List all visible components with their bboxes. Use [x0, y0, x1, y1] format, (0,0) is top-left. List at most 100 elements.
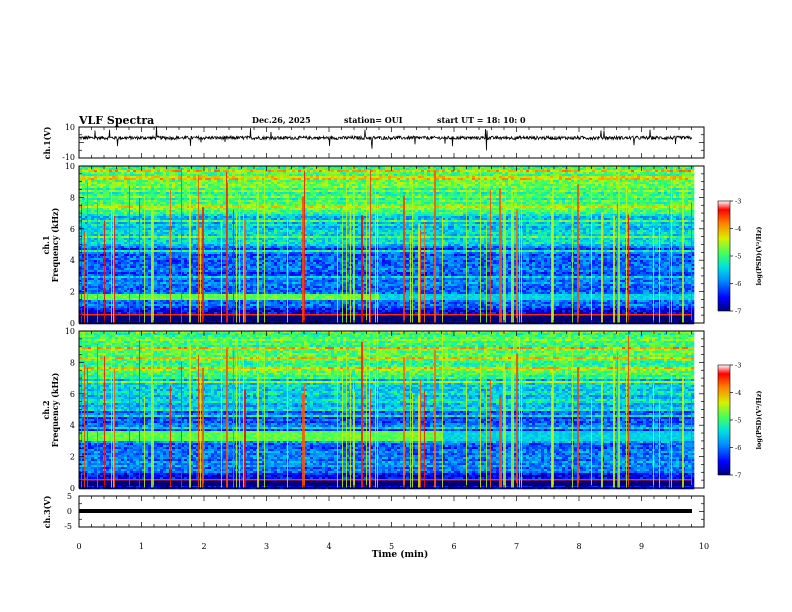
- spec-cell: [166, 172, 169, 174]
- spec-cell: [286, 190, 289, 192]
- spec-cell: [571, 176, 574, 178]
- spec-cell: [151, 178, 154, 180]
- spec-cell: [460, 184, 463, 186]
- spec-cell: [661, 172, 664, 174]
- spec-cell: [676, 172, 679, 174]
- spec-cell: [217, 168, 220, 170]
- spec-cell: [256, 172, 259, 174]
- spec-cell: [487, 182, 490, 184]
- spec-cell: [592, 180, 595, 182]
- spec-cell: [358, 180, 361, 182]
- spec-cell: [547, 188, 550, 190]
- spec-cell: [547, 170, 550, 172]
- spec-cell: [112, 190, 115, 192]
- spec-cell: [595, 174, 598, 176]
- spec-cell: [229, 182, 232, 184]
- spec-cell: [169, 170, 172, 172]
- spec-cell: [100, 190, 103, 192]
- spec-cell: [184, 178, 187, 180]
- spec-cell: [202, 190, 205, 192]
- spec-cell: [127, 172, 130, 174]
- spec-cell: [127, 180, 130, 182]
- spec-cell: [379, 188, 382, 190]
- spec-cell: [493, 168, 496, 170]
- spec-cell: [151, 188, 154, 190]
- spec-cell: [214, 186, 217, 188]
- spec-cell: [289, 180, 292, 182]
- spec-cell: [655, 176, 658, 178]
- spec-cell: [85, 180, 88, 182]
- spec-cell: [586, 182, 589, 184]
- spec-cell: [493, 170, 496, 172]
- spec-cell: [238, 176, 241, 178]
- spec-cell: [409, 184, 412, 186]
- spec-cell: [190, 186, 193, 188]
- spec-cell: [592, 176, 595, 178]
- spec-cell: [649, 170, 652, 172]
- spec-cell: [445, 170, 448, 172]
- spec-cell: [592, 186, 595, 188]
- spec-cell: [673, 170, 676, 172]
- spec-cell: [211, 190, 214, 192]
- spec-cell: [307, 180, 310, 182]
- spec-cell: [208, 190, 211, 192]
- spec-cell: [604, 186, 607, 188]
- spec-cell: [643, 172, 646, 174]
- spec-cell: [472, 188, 475, 190]
- spec-cell: [409, 186, 412, 188]
- spec-cell: [682, 176, 685, 178]
- spec-cell: [103, 190, 106, 192]
- spec-cell: [556, 184, 559, 186]
- spec-cell: [166, 180, 169, 182]
- spec-cell: [499, 172, 502, 174]
- spec-cell: [253, 172, 256, 174]
- spec-cell: [145, 180, 148, 182]
- spec-cell: [310, 168, 313, 170]
- spec-cell: [646, 174, 649, 176]
- spec-cell: [673, 172, 676, 174]
- spec-cell: [523, 184, 526, 186]
- spec-cell: [604, 168, 607, 170]
- spec-cell: [91, 182, 94, 184]
- spec-cell: [679, 174, 682, 176]
- spec-cell: [658, 188, 661, 190]
- spec-cell: [271, 170, 274, 172]
- spec-cell: [82, 178, 85, 180]
- spec-cell: [217, 174, 220, 176]
- spec-cell: [88, 172, 91, 174]
- spec-cell: [280, 180, 283, 182]
- spec-cell: [436, 172, 439, 174]
- spec-cell: [151, 176, 154, 178]
- spec-cell: [391, 172, 394, 174]
- spec-cell: [298, 182, 301, 184]
- spec-cell: [205, 186, 208, 188]
- spec-cell: [658, 176, 661, 178]
- spec-cell: [223, 176, 226, 178]
- spec-cell: [322, 182, 325, 184]
- spec-cell: [325, 170, 328, 172]
- spec-cell: [508, 176, 511, 178]
- spec-cell: [271, 176, 274, 178]
- spec-cell: [625, 170, 628, 172]
- spec-cell: [286, 178, 289, 180]
- spec-cell: [472, 168, 475, 170]
- spec-cell: [184, 180, 187, 182]
- spec-cell: [547, 184, 550, 186]
- spec-cell: [652, 178, 655, 180]
- spec-cell: [130, 180, 133, 182]
- spec-cell: [487, 186, 490, 188]
- spec-cell: [559, 184, 562, 186]
- spec-cell: [691, 174, 694, 176]
- spec-cell: [382, 176, 385, 178]
- spec-cell: [115, 186, 118, 188]
- spec-cell: [274, 172, 277, 174]
- spec-cell: [163, 172, 166, 174]
- spec-cell: [637, 174, 640, 176]
- spec-cell: [529, 178, 532, 180]
- spec-cell: [316, 180, 319, 182]
- spec-cell: [565, 180, 568, 182]
- spec-cell: [424, 184, 427, 186]
- spec-cell: [139, 172, 142, 174]
- spec-cell: [295, 172, 298, 174]
- spec-cell: [211, 184, 214, 186]
